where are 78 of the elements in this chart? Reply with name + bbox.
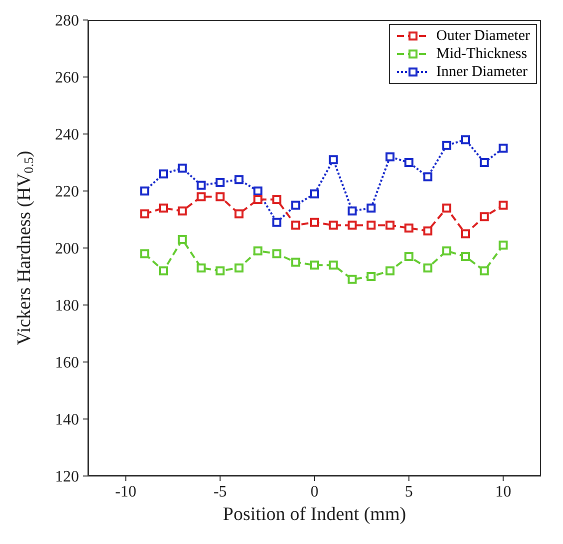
y-tick-label: 200	[55, 240, 79, 258]
point	[216, 266, 225, 276]
point	[272, 195, 282, 204]
point	[310, 260, 319, 270]
point	[461, 229, 470, 238]
point	[404, 158, 414, 167]
point	[366, 220, 376, 230]
legend-label: Inner Diameter	[436, 63, 528, 81]
y-tick-label: 280	[55, 12, 79, 30]
x-tick-label: 5	[404, 483, 413, 500]
point	[310, 218, 319, 227]
point	[253, 246, 262, 256]
point	[234, 209, 244, 218]
x-tick-label: 10	[495, 483, 512, 500]
point	[216, 192, 225, 202]
point	[404, 252, 414, 262]
legend-label: Mid-Thickness	[436, 45, 528, 63]
point	[498, 200, 508, 210]
point	[366, 272, 376, 281]
point	[442, 140, 452, 150]
point	[140, 249, 150, 258]
point	[480, 212, 489, 222]
point	[253, 195, 262, 204]
x-axis-title: Position of Indent (mm)	[222, 504, 406, 525]
y-tick-label: 120	[55, 468, 79, 486]
x-tick-label: -10	[115, 483, 136, 500]
point	[196, 180, 206, 190]
point	[178, 234, 187, 244]
y-tick-label: 160	[55, 354, 79, 372]
point	[159, 204, 168, 213]
point	[140, 186, 150, 196]
point	[291, 258, 300, 267]
point	[140, 209, 150, 218]
point	[196, 263, 206, 272]
y-tick-label: 240	[55, 126, 79, 144]
point	[196, 192, 206, 202]
point	[234, 175, 244, 184]
x-tick-label: -5	[213, 483, 227, 500]
point	[216, 178, 225, 187]
point	[348, 274, 357, 284]
point	[234, 263, 244, 272]
point	[442, 246, 452, 256]
point	[328, 155, 338, 164]
point	[159, 169, 168, 178]
point	[498, 144, 508, 153]
point	[272, 249, 282, 258]
y-tick-label: 140	[55, 412, 79, 429]
point	[498, 240, 508, 250]
point	[272, 218, 282, 227]
point	[423, 263, 432, 272]
point	[178, 206, 187, 216]
point	[404, 224, 414, 233]
point	[291, 220, 300, 230]
point	[310, 189, 319, 198]
point	[461, 252, 470, 262]
point	[442, 204, 452, 213]
y-tick-label: 180	[55, 298, 79, 315]
legend-label: Outer Diameter	[436, 27, 530, 45]
point	[386, 220, 394, 230]
y-tick-label: 220	[55, 184, 79, 201]
point	[328, 260, 338, 270]
point	[386, 266, 394, 276]
point	[328, 220, 338, 230]
point	[291, 200, 300, 210]
point	[386, 152, 394, 162]
point	[461, 135, 470, 144]
y-tick-label: 260	[55, 70, 79, 87]
x-tick-label: 0	[310, 483, 318, 500]
point	[366, 204, 376, 213]
point	[253, 186, 262, 196]
point	[480, 266, 489, 276]
point	[159, 266, 168, 276]
point	[348, 206, 357, 216]
point	[480, 158, 489, 167]
point	[178, 164, 187, 173]
point	[348, 220, 357, 230]
point	[423, 226, 432, 236]
point	[423, 172, 432, 182]
